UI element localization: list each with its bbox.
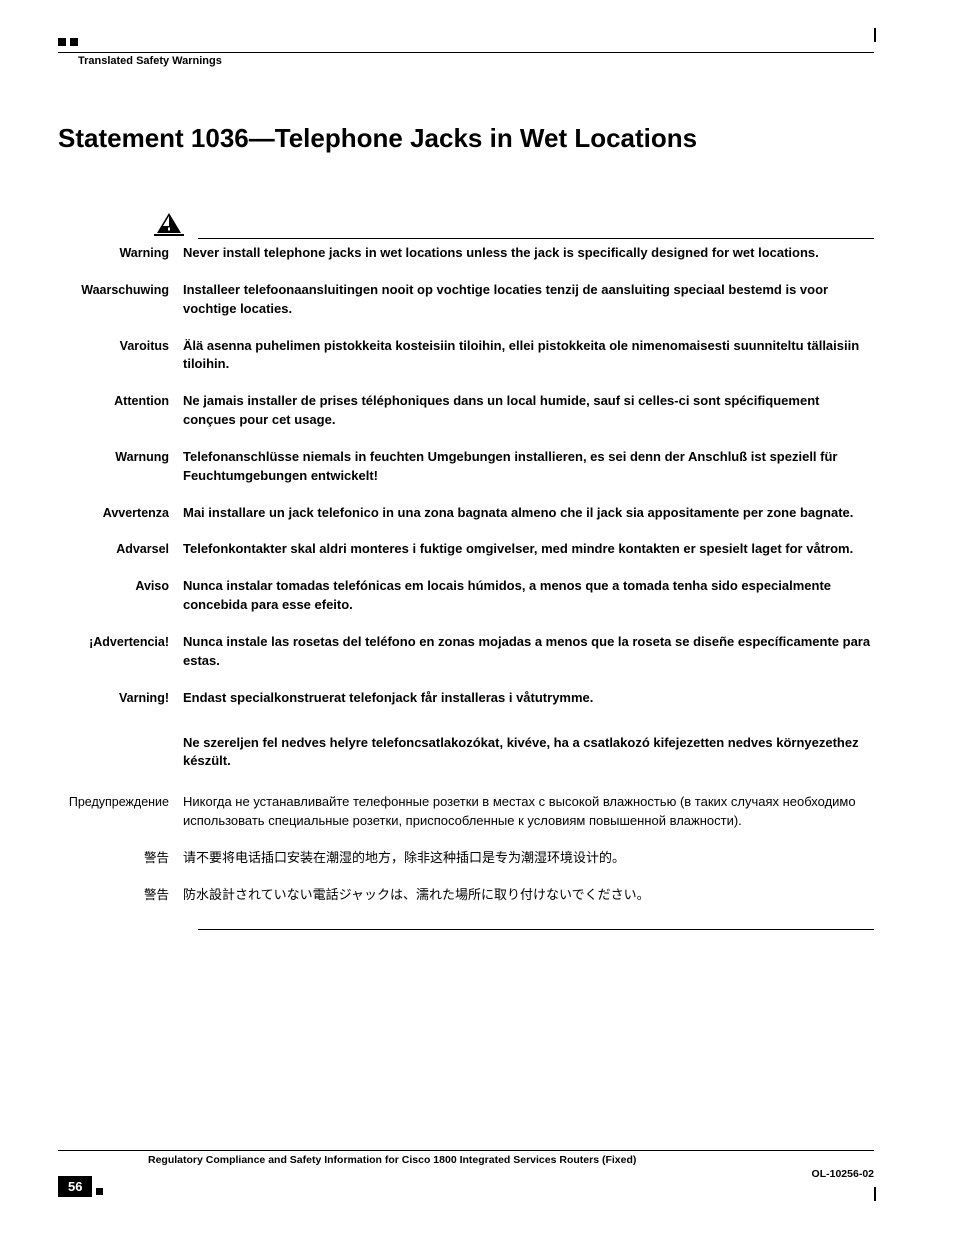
warning-row: ПредупреждениеНикогда не устанавливайте … [58,793,874,831]
crop-mark-icon [874,28,876,42]
warning-label: Advarsel [58,540,183,559]
page-footer: Regulatory Compliance and Safety Informa… [58,1150,874,1197]
warning-row: WarnungTelefonanschlüsse niemals in feuc… [58,448,874,486]
footer-doc-id: OL-10256-02 [812,1168,874,1180]
warning-label: Varoitus [58,337,183,375]
warning-row: VaroitusÄlä asenna puhelimen pistokkeita… [58,337,874,375]
warning-row: AvvertenzaMai installare un jack telefon… [58,504,874,523]
warning-row: WaarschuwingInstalleer telefoonaansluiti… [58,281,874,319]
warning-text: Endast specialkonstruerat telefonjack få… [183,689,874,708]
warning-row: Ne szereljen fel nedves helyre telefoncs… [58,734,874,772]
warning-label: Avvertenza [58,504,183,523]
footer-square-icon [96,1188,103,1195]
warning-label: Waarschuwing [58,281,183,319]
warning-label: Attention [58,392,183,430]
warning-row: 警告防水設計されていない電話ジャックは、濡れた場所に取り付けないでください。 [58,886,874,905]
page-number-badge: 56 [58,1176,92,1197]
warning-text: Никогда не устанавливайте телефонные роз… [183,793,874,831]
warning-row: ¡Advertencia!Nunca instale las rosetas d… [58,633,874,671]
warning-text: Älä asenna puhelimen pistokkeita kosteis… [183,337,874,375]
warning-label [58,734,183,772]
warning-row: WarningNever install telephone jacks in … [58,244,874,263]
header-ornament [58,38,874,46]
warning-label: 警告 [58,886,183,905]
content-top-rule [198,238,874,239]
crop-mark-icon [874,1187,876,1201]
warning-text: Telefonanschlüsse niemals in feuchten Um… [183,448,874,486]
warning-label: Warnung [58,448,183,486]
page-title: Statement 1036—Telephone Jacks in Wet Lo… [58,123,874,154]
footer-doc-title: Regulatory Compliance and Safety Informa… [148,1154,874,1166]
warning-triangle-icon [154,212,874,236]
warning-text: Nunca instale las rosetas del teléfono e… [183,633,874,671]
warning-text: Mai installare un jack telefonico in una… [183,504,874,523]
warning-label: Aviso [58,577,183,615]
content-bottom-rule [198,929,874,930]
warning-text: Telefonkontakter skal aldri monteres i f… [183,540,874,559]
warning-text: Installeer telefoonaansluitingen nooit o… [183,281,874,319]
warning-label: ¡Advertencia! [58,633,183,671]
warning-row: AttentionNe jamais installer de prises t… [58,392,874,430]
warning-label: Varning! [58,689,183,708]
header-rule [58,52,874,53]
warning-text: Ne szereljen fel nedves helyre telefoncs… [183,734,874,772]
warning-text: Nunca instalar tomadas telefónicas em lo… [183,577,874,615]
warning-row: 警告请不要将电话插口安装在潮湿的地方，除非这种插口是专为潮湿环境设计的。 [58,849,874,868]
warning-label: 警告 [58,849,183,868]
warning-label: Warning [58,244,183,263]
warning-row: AdvarselTelefonkontakter skal aldri mont… [58,540,874,559]
warning-label: Предупреждение [58,793,183,831]
warning-row: Varning!Endast specialkonstruerat telefo… [58,689,874,708]
warning-row: AvisoNunca instalar tomadas telefónicas … [58,577,874,615]
header-section-title: Translated Safety Warnings [58,55,874,67]
warning-text: 防水設計されていない電話ジャックは、濡れた場所に取り付けないでください。 [183,886,874,905]
warning-text: 请不要将电话插口安装在潮湿的地方，除非这种插口是专为潮湿环境设计的。 [183,849,874,868]
warning-text: Never install telephone jacks in wet loc… [183,244,874,263]
warning-text: Ne jamais installer de prises téléphoniq… [183,392,874,430]
